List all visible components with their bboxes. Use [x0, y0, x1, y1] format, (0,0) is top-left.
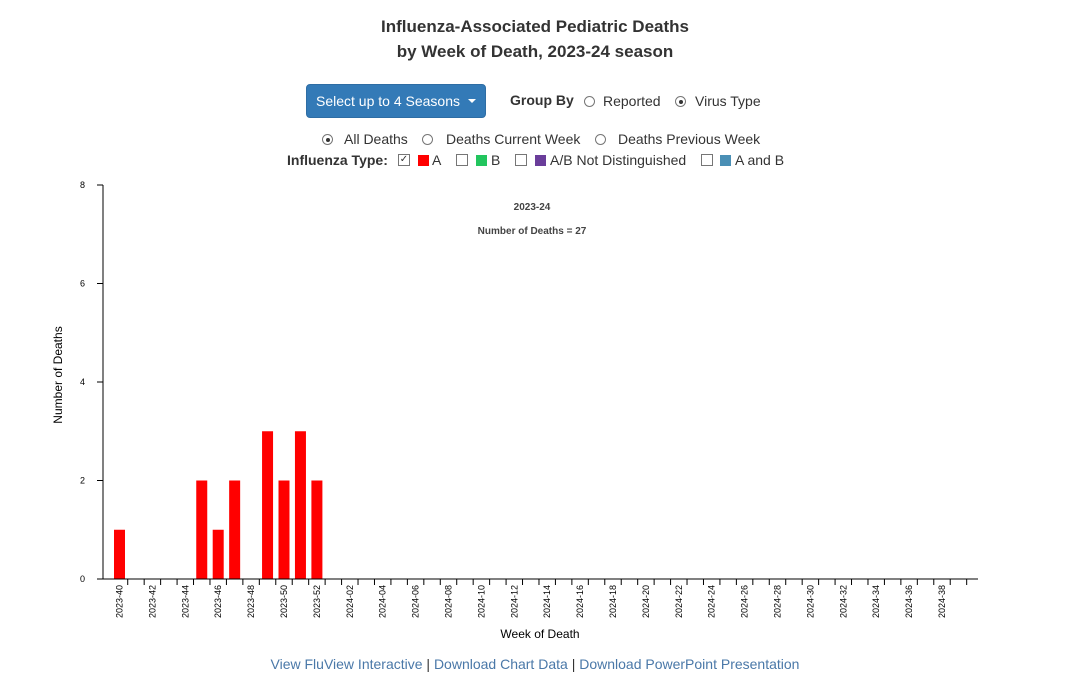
footer-separator: |	[426, 656, 431, 672]
total-deaths-label: Number of Deaths = 27	[478, 226, 587, 237]
y-tick-label: 6	[80, 279, 85, 289]
x-tick-label: 2023-44	[180, 585, 190, 618]
radio-all-deaths[interactable]	[322, 134, 333, 145]
radio-reported[interactable]	[584, 96, 595, 107]
checkbox-type-a-and-b-label[interactable]: A and B	[735, 152, 785, 168]
bar-2023-47[interactable]	[229, 480, 241, 580]
x-tick-label: 2024-24	[707, 585, 717, 618]
x-tick-label: 2023-50	[279, 585, 289, 618]
bar-2023-46[interactable]	[212, 529, 224, 579]
view-fluview-link[interactable]: View FluView Interactive	[270, 656, 423, 672]
y-tick-label: 8	[80, 180, 85, 190]
radio-deaths-previous-week[interactable]	[595, 134, 606, 145]
radio-virus-type[interactable]	[675, 96, 686, 107]
x-tick-label: 2023-46	[213, 585, 223, 618]
x-tick-label: 2024-34	[871, 585, 881, 618]
x-tick-label: 2024-06	[411, 585, 421, 618]
radio-deaths-current-week[interactable]	[422, 134, 433, 145]
radio-virus-type-label[interactable]: Virus Type	[695, 93, 761, 109]
radio-deaths-previous-week-label[interactable]: Deaths Previous Week	[618, 131, 761, 147]
group-by-label: Group By	[510, 92, 574, 108]
radio-deaths-current-week-label[interactable]: Deaths Current Week	[446, 131, 581, 147]
checkbox-type-a[interactable]: ✓	[398, 154, 410, 166]
footer-links: View FluView Interactive | Download Char…	[0, 656, 1070, 672]
radio-all-deaths-label[interactable]: All Deaths	[344, 131, 408, 147]
x-tick-label: 2024-10	[476, 585, 486, 618]
download-powerpoint-link[interactable]: Download PowerPoint Presentation	[579, 656, 800, 672]
bar-2023-52[interactable]	[311, 480, 323, 580]
bar-2023-50[interactable]	[278, 480, 290, 580]
x-tick-label: 2024-02	[345, 585, 355, 618]
y-axis-title: Number of Deaths	[51, 326, 65, 423]
influenza-type-label: Influenza Type:	[287, 152, 388, 168]
checkbox-type-b[interactable]	[456, 154, 468, 166]
chart-title-line1: Influenza-Associated Pediatric Deaths	[381, 17, 689, 36]
checkbox-type-a-label[interactable]: A	[432, 152, 442, 168]
x-tick-label: 2024-20	[641, 585, 651, 618]
x-tick-label: 2023-42	[147, 585, 157, 618]
y-tick-label: 2	[80, 476, 85, 486]
x-axis-title: Week of Death	[500, 627, 579, 641]
x-tick-label: 2024-38	[937, 585, 947, 618]
swatch-type-a-and-b	[720, 155, 731, 166]
x-tick-label: 2024-08	[444, 585, 454, 618]
x-tick-label: 2024-18	[608, 585, 618, 618]
swatch-type-ab-not-distinguished	[535, 155, 546, 166]
x-tick-label: 2024-04	[378, 585, 388, 618]
select-seasons-button[interactable]: Select up to 4 Seasons	[306, 84, 486, 118]
bar-2023-51[interactable]	[294, 431, 306, 579]
x-tick-label: 2024-14	[542, 585, 552, 618]
x-tick-label: 2024-26	[740, 585, 750, 618]
bar-2023-45[interactable]	[196, 480, 208, 580]
x-tick-label: 2024-22	[674, 585, 684, 618]
checkbox-type-ab-not-distinguished-label[interactable]: A/B Not Distinguished	[550, 152, 687, 168]
y-tick-label: 4	[80, 377, 85, 387]
x-tick-label: 2023-48	[246, 585, 256, 618]
select-seasons-label: Select up to 4 Seasons	[316, 93, 460, 109]
checkbox-type-ab-not-distinguished[interactable]	[515, 154, 527, 166]
x-tick-label: 2024-36	[904, 585, 914, 618]
swatch-type-b	[476, 155, 487, 166]
radio-reported-label[interactable]: Reported	[603, 93, 661, 109]
x-tick-label: 2023-52	[312, 585, 322, 618]
checkbox-type-a-and-b[interactable]	[701, 154, 713, 166]
bar-2023-40[interactable]	[114, 529, 125, 579]
checkbox-type-b-label[interactable]: B	[491, 152, 501, 168]
download-chart-data-link[interactable]: Download Chart Data	[433, 656, 568, 672]
x-tick-label: 2024-16	[575, 585, 585, 618]
x-tick-label: 2024-28	[773, 585, 783, 618]
bar-2023-49[interactable]	[262, 431, 274, 579]
x-tick-label: 2023-40	[115, 585, 125, 618]
swatch-type-a	[418, 155, 429, 166]
x-tick-label: 2024-12	[509, 585, 519, 618]
footer-separator: |	[571, 656, 576, 672]
chart-title-line2: by Week of Death, 2023-24 season	[396, 42, 674, 61]
x-tick-label: 2024-32	[838, 585, 848, 618]
season-label: 2023-24	[514, 202, 551, 213]
x-tick-label: 2024-30	[805, 585, 815, 618]
caret-down-icon	[468, 99, 476, 103]
y-tick-label: 0	[80, 574, 85, 584]
